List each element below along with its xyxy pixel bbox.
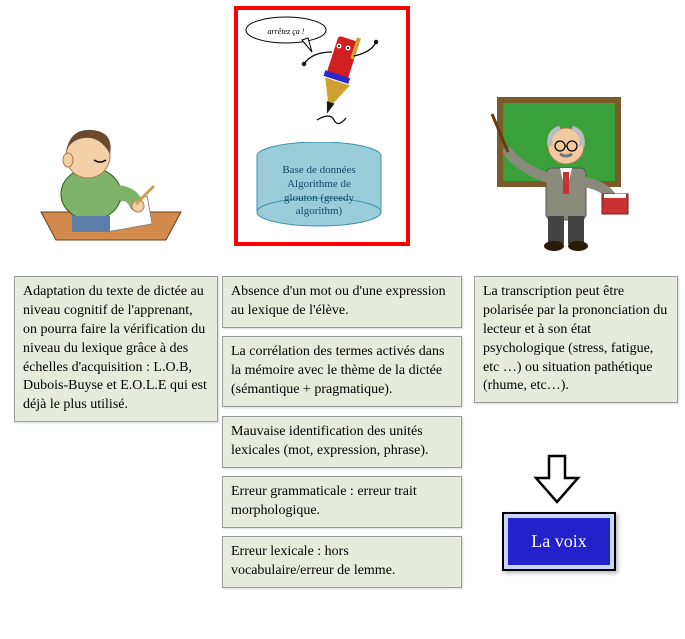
- teacher-illustration: [490, 94, 640, 254]
- left-textbox: Adaptation du texte de dictée au niveau …: [14, 276, 218, 422]
- right-textbox: La transcription peut être polarisée par…: [474, 276, 678, 403]
- mid-textbox-1: Absence d'un mot ou d'une expression au …: [222, 276, 462, 328]
- mid-textbox-3: Mauvaise identification des unités lexic…: [222, 416, 462, 468]
- pen-illustration: arrêtez ça !: [242, 12, 397, 132]
- mid-text-4: Erreur grammaticale : erreur trait morph…: [231, 484, 417, 518]
- mid-text-3: Mauvaise identification des unités lexic…: [231, 424, 429, 458]
- db-line1: Base de données: [282, 164, 355, 176]
- db-line4: algorithm): [296, 205, 342, 217]
- mid-text-1: Absence d'un mot ou d'une expression au …: [231, 284, 446, 318]
- mid-textbox-4: Erreur grammaticale : erreur trait morph…: [222, 476, 462, 528]
- arrow-down-icon: [532, 454, 582, 504]
- voice-label: La voix: [531, 531, 587, 552]
- student-illustration: [36, 112, 186, 252]
- mid-textbox-5: Erreur lexicale : hors vocabulaire/erreu…: [222, 536, 462, 588]
- right-text: La transcription peut être polarisée par…: [483, 284, 667, 393]
- mid-text-2: La corrélation des termes activés dans l…: [231, 344, 444, 397]
- left-text: Adaptation du texte de dictée au niveau …: [23, 284, 207, 412]
- voice-box: La voix: [502, 512, 616, 571]
- database-label: Base de données Algorithme de glouton (g…: [254, 164, 384, 219]
- mid-textbox-2: La corrélation des termes activés dans l…: [222, 336, 462, 407]
- svg-text:arrêtez ça !: arrêtez ça !: [268, 27, 305, 36]
- db-line2: Algorithme de: [287, 178, 351, 190]
- db-line3: glouton (greedy: [284, 192, 354, 204]
- mid-text-5: Erreur lexicale : hors vocabulaire/erreu…: [231, 544, 395, 578]
